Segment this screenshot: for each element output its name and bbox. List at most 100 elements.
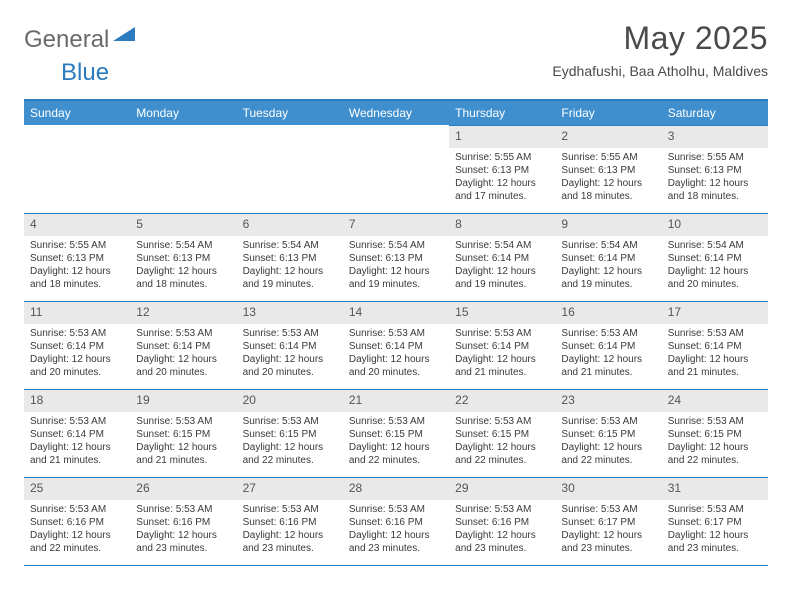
calendar-cell: 11Sunrise: 5:53 AMSunset: 6:14 PMDayligh… bbox=[24, 301, 130, 389]
day-details: Sunrise: 5:53 AMSunset: 6:16 PMDaylight:… bbox=[24, 500, 130, 559]
calendar-cell: 31Sunrise: 5:53 AMSunset: 6:17 PMDayligh… bbox=[662, 477, 768, 565]
calendar-cell: 1Sunrise: 5:55 AMSunset: 6:13 PMDaylight… bbox=[449, 125, 555, 213]
calendar-cell: 25Sunrise: 5:53 AMSunset: 6:16 PMDayligh… bbox=[24, 477, 130, 565]
bottom-rule bbox=[24, 565, 768, 566]
calendar-cell: 16Sunrise: 5:53 AMSunset: 6:14 PMDayligh… bbox=[555, 301, 661, 389]
calendar-cell: 14Sunrise: 5:53 AMSunset: 6:14 PMDayligh… bbox=[343, 301, 449, 389]
day-number: 27 bbox=[237, 478, 343, 500]
calendar-cell: 12Sunrise: 5:53 AMSunset: 6:14 PMDayligh… bbox=[130, 301, 236, 389]
calendar-cell: 9Sunrise: 5:54 AMSunset: 6:14 PMDaylight… bbox=[555, 213, 661, 301]
calendar-cell: 13Sunrise: 5:53 AMSunset: 6:14 PMDayligh… bbox=[237, 301, 343, 389]
day-number: 10 bbox=[662, 214, 768, 236]
calendar-cell: 24Sunrise: 5:53 AMSunset: 6:15 PMDayligh… bbox=[662, 389, 768, 477]
day-number: 26 bbox=[130, 478, 236, 500]
day-details: Sunrise: 5:54 AMSunset: 6:13 PMDaylight:… bbox=[130, 236, 236, 295]
day-details: Sunrise: 5:53 AMSunset: 6:14 PMDaylight:… bbox=[555, 324, 661, 383]
day-details: Sunrise: 5:53 AMSunset: 6:17 PMDaylight:… bbox=[555, 500, 661, 559]
day-details: Sunrise: 5:53 AMSunset: 6:15 PMDaylight:… bbox=[237, 412, 343, 471]
day-number: 21 bbox=[343, 390, 449, 412]
location-subtitle: Eydhafushi, Baa Atholhu, Maldives bbox=[552, 63, 768, 79]
day-details: Sunrise: 5:54 AMSunset: 6:13 PMDaylight:… bbox=[343, 236, 449, 295]
logo-text-general: General bbox=[24, 26, 109, 54]
calendar-cell: 19Sunrise: 5:53 AMSunset: 6:15 PMDayligh… bbox=[130, 389, 236, 477]
day-number: 30 bbox=[555, 478, 661, 500]
day-details: Sunrise: 5:53 AMSunset: 6:14 PMDaylight:… bbox=[343, 324, 449, 383]
day-details: Sunrise: 5:53 AMSunset: 6:14 PMDaylight:… bbox=[130, 324, 236, 383]
day-number: 22 bbox=[449, 390, 555, 412]
calendar-cell: 17Sunrise: 5:53 AMSunset: 6:14 PMDayligh… bbox=[662, 301, 768, 389]
day-details: Sunrise: 5:55 AMSunset: 6:13 PMDaylight:… bbox=[555, 148, 661, 207]
day-number: 5 bbox=[130, 214, 236, 236]
logo-text-blue-wrap: Blue bbox=[61, 59, 121, 87]
day-number: 4 bbox=[24, 214, 130, 236]
day-number: 28 bbox=[343, 478, 449, 500]
day-details: Sunrise: 5:53 AMSunset: 6:16 PMDaylight:… bbox=[237, 500, 343, 559]
day-number: 3 bbox=[662, 126, 768, 148]
calendar-cell: 30Sunrise: 5:53 AMSunset: 6:17 PMDayligh… bbox=[555, 477, 661, 565]
day-number: 9 bbox=[555, 214, 661, 236]
weekday-header: Monday bbox=[130, 101, 236, 125]
calendar-cell: 6Sunrise: 5:54 AMSunset: 6:13 PMDaylight… bbox=[237, 213, 343, 301]
calendar-cell: 5Sunrise: 5:54 AMSunset: 6:13 PMDaylight… bbox=[130, 213, 236, 301]
weekday-header: Tuesday bbox=[237, 101, 343, 125]
day-details: Sunrise: 5:55 AMSunset: 6:13 PMDaylight:… bbox=[24, 236, 130, 295]
day-number: 23 bbox=[555, 390, 661, 412]
day-number: 14 bbox=[343, 302, 449, 324]
calendar-cell-empty: . bbox=[343, 125, 449, 213]
title-block: May 2025 Eydhafushi, Baa Atholhu, Maldiv… bbox=[552, 20, 768, 79]
day-number: 19 bbox=[130, 390, 236, 412]
weekday-header: Thursday bbox=[449, 101, 555, 125]
day-details: Sunrise: 5:53 AMSunset: 6:14 PMDaylight:… bbox=[237, 324, 343, 383]
day-number: 11 bbox=[24, 302, 130, 324]
logo: General bbox=[24, 20, 135, 54]
day-details: Sunrise: 5:53 AMSunset: 6:16 PMDaylight:… bbox=[130, 500, 236, 559]
day-number: 1 bbox=[449, 126, 555, 148]
day-details: Sunrise: 5:53 AMSunset: 6:16 PMDaylight:… bbox=[343, 500, 449, 559]
page-title: May 2025 bbox=[552, 20, 768, 57]
day-details: Sunrise: 5:53 AMSunset: 6:14 PMDaylight:… bbox=[24, 412, 130, 471]
calendar-cell-empty: . bbox=[130, 125, 236, 213]
day-details: Sunrise: 5:54 AMSunset: 6:13 PMDaylight:… bbox=[237, 236, 343, 295]
day-details: Sunrise: 5:53 AMSunset: 6:15 PMDaylight:… bbox=[343, 412, 449, 471]
day-number: 25 bbox=[24, 478, 130, 500]
day-number: 2 bbox=[555, 126, 661, 148]
calendar-cell: 4Sunrise: 5:55 AMSunset: 6:13 PMDaylight… bbox=[24, 213, 130, 301]
day-number: 17 bbox=[662, 302, 768, 324]
day-details: Sunrise: 5:53 AMSunset: 6:15 PMDaylight:… bbox=[130, 412, 236, 471]
calendar-cell: 20Sunrise: 5:53 AMSunset: 6:15 PMDayligh… bbox=[237, 389, 343, 477]
day-details: Sunrise: 5:53 AMSunset: 6:14 PMDaylight:… bbox=[449, 324, 555, 383]
header: General May 2025 Eydhafushi, Baa Atholhu… bbox=[24, 20, 768, 79]
weekday-header: Sunday bbox=[24, 101, 130, 125]
day-number: 8 bbox=[449, 214, 555, 236]
weekday-header: Saturday bbox=[662, 101, 768, 125]
calendar-cell: 3Sunrise: 5:55 AMSunset: 6:13 PMDaylight… bbox=[662, 125, 768, 213]
calendar-cell-empty: . bbox=[24, 125, 130, 213]
day-details: Sunrise: 5:53 AMSunset: 6:14 PMDaylight:… bbox=[24, 324, 130, 383]
day-details: Sunrise: 5:53 AMSunset: 6:15 PMDaylight:… bbox=[662, 412, 768, 471]
calendar-cell: 21Sunrise: 5:53 AMSunset: 6:15 PMDayligh… bbox=[343, 389, 449, 477]
day-details: Sunrise: 5:53 AMSunset: 6:15 PMDaylight:… bbox=[555, 412, 661, 471]
calendar-cell: 22Sunrise: 5:53 AMSunset: 6:15 PMDayligh… bbox=[449, 389, 555, 477]
calendar-cell: 2Sunrise: 5:55 AMSunset: 6:13 PMDaylight… bbox=[555, 125, 661, 213]
day-number: 31 bbox=[662, 478, 768, 500]
day-number: 12 bbox=[130, 302, 236, 324]
day-details: Sunrise: 5:53 AMSunset: 6:14 PMDaylight:… bbox=[662, 324, 768, 383]
day-number: 24 bbox=[662, 390, 768, 412]
calendar-cell: 26Sunrise: 5:53 AMSunset: 6:16 PMDayligh… bbox=[130, 477, 236, 565]
weekday-header: Wednesday bbox=[343, 101, 449, 125]
logo-triangle-icon bbox=[113, 27, 135, 50]
weekday-header-row: SundayMondayTuesdayWednesdayThursdayFrid… bbox=[24, 101, 768, 125]
day-details: Sunrise: 5:55 AMSunset: 6:13 PMDaylight:… bbox=[449, 148, 555, 207]
calendar-cell-empty: . bbox=[237, 125, 343, 213]
day-number: 29 bbox=[449, 478, 555, 500]
calendar-cell: 23Sunrise: 5:53 AMSunset: 6:15 PMDayligh… bbox=[555, 389, 661, 477]
calendar-cell: 27Sunrise: 5:53 AMSunset: 6:16 PMDayligh… bbox=[237, 477, 343, 565]
weekday-header: Friday bbox=[555, 101, 661, 125]
day-details: Sunrise: 5:53 AMSunset: 6:15 PMDaylight:… bbox=[449, 412, 555, 471]
day-number: 13 bbox=[237, 302, 343, 324]
day-number: 20 bbox=[237, 390, 343, 412]
calendar-cell: 29Sunrise: 5:53 AMSunset: 6:16 PMDayligh… bbox=[449, 477, 555, 565]
calendar-cell: 15Sunrise: 5:53 AMSunset: 6:14 PMDayligh… bbox=[449, 301, 555, 389]
calendar-grid: ....1Sunrise: 5:55 AMSunset: 6:13 PMDayl… bbox=[24, 125, 768, 565]
calendar-cell: 7Sunrise: 5:54 AMSunset: 6:13 PMDaylight… bbox=[343, 213, 449, 301]
